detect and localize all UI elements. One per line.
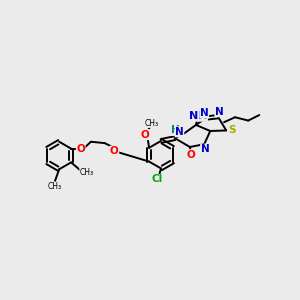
Text: S: S: [228, 125, 236, 136]
Text: O: O: [76, 144, 85, 154]
Text: O: O: [187, 150, 196, 160]
Text: NH: NH: [189, 111, 207, 121]
Text: CH₃: CH₃: [48, 182, 62, 191]
Text: N: N: [200, 108, 208, 118]
Text: N: N: [175, 127, 184, 137]
Text: Cl: Cl: [151, 174, 163, 184]
Text: H: H: [171, 125, 180, 136]
Text: N: N: [201, 144, 209, 154]
Text: N: N: [215, 107, 224, 117]
Text: CH₃: CH₃: [80, 167, 94, 176]
Text: O: O: [110, 146, 119, 156]
Text: O: O: [141, 130, 149, 140]
Text: CH₃: CH₃: [145, 118, 159, 127]
